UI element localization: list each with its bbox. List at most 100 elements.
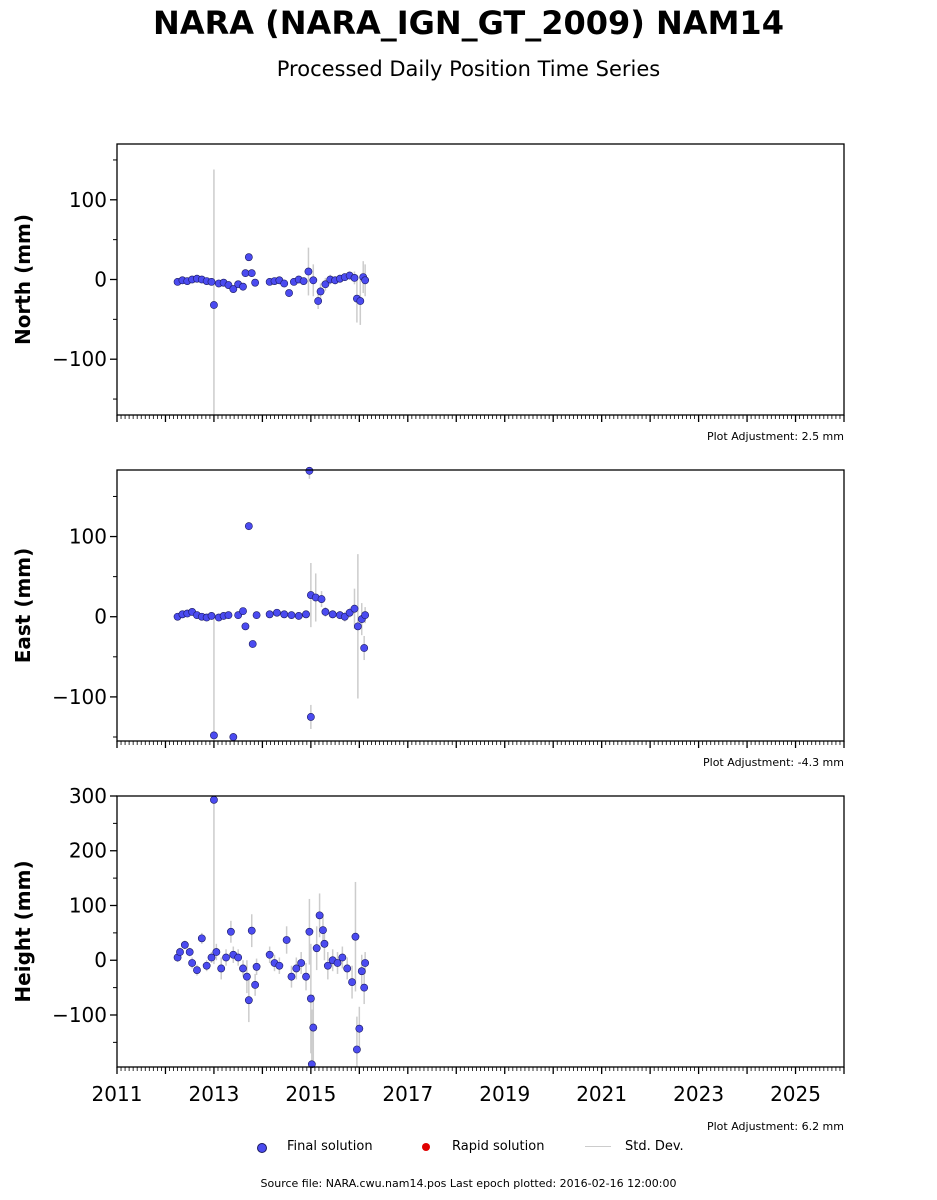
page-subtitle: Processed Daily Position Time Series [276,57,661,81]
x-tick-label: 2011 [92,1082,143,1106]
y-axis-label: Height (mm) [11,860,35,1002]
y-axis-label: East (mm) [11,548,35,664]
data-point [321,280,330,289]
data-point [292,964,301,973]
data-point [309,1023,318,1032]
data-point [355,1024,364,1033]
data-point [202,961,211,970]
data-point [294,612,303,620]
data-point [280,279,289,288]
y-tick-label: −100 [52,685,107,709]
std-line-icon [585,1146,611,1147]
y-tick-label: 0 [94,605,107,629]
data-point [328,610,337,619]
data-point [302,610,310,619]
data-point [176,948,184,956]
data-point [224,611,233,620]
data-point [241,622,250,631]
x-tick-label: 2015 [285,1082,336,1106]
data-point [353,622,362,631]
plot-adjustment-note: Plot Adjustment: -4.3 mm [703,756,844,769]
y-tick-label: −100 [52,347,107,371]
legend-std-label: Std. Dev. [625,1139,684,1154]
data-point [207,612,216,620]
data-point [321,608,330,616]
data-point [273,608,281,617]
data-point [210,795,218,804]
y-tick-label: 100 [69,188,107,212]
final-marker-icon [257,1143,267,1153]
data-point [287,972,296,981]
data-point [248,640,257,648]
page-title: NARA (NARA_IGN_GT_2009) NAM14 [153,4,784,42]
data-point [319,926,327,935]
data-point [280,610,289,619]
data-point [180,941,189,949]
y-axis-label: North (mm) [11,214,35,345]
data-point [193,966,201,974]
data-point [217,964,226,973]
data-point [222,953,230,962]
data-point [317,595,326,603]
data-point [304,267,313,276]
data-point [306,713,315,721]
data-point [244,996,253,1005]
data-point [197,934,206,943]
x-tick-label: 2019 [479,1082,530,1106]
rapid-marker-icon [422,1143,430,1151]
data-point [307,1060,316,1069]
y-tick-label: 0 [94,268,107,292]
data-point [210,301,218,309]
data-point [351,932,360,941]
data-point [185,948,194,956]
data-point [229,733,238,741]
y-tick-label: −100 [52,1003,107,1027]
data-point [239,964,247,973]
data-point [333,959,342,967]
y-tick-label: 100 [69,525,107,549]
legend-rapid-label: Rapid solution [452,1139,545,1154]
data-point [242,972,251,981]
data-point [309,276,318,285]
data-point [343,964,352,973]
axes-frame [116,469,845,742]
data-point [357,967,366,976]
data-point [207,953,216,962]
x-tick-label: 2023 [673,1082,724,1106]
source-footer: Source file: NARA.cwu.nam14.pos Last epo… [260,1177,677,1190]
data-point [360,644,369,652]
data-point [316,287,325,296]
data-point [229,285,238,293]
data-point [305,927,314,936]
data-point [239,607,247,616]
plot-adjustment-note: Plot Adjustment: 2.5 mm [707,430,844,443]
y-tick-label: 200 [69,839,107,863]
y-tick-label: 0 [94,948,107,972]
data-point [285,289,293,297]
data-point [361,959,370,967]
x-tick-label: 2021 [576,1082,627,1106]
data-point [314,297,323,305]
plot-adjustment-note: Plot Adjustment: 6.2 mm [707,1120,844,1133]
axes-frame [116,795,845,1068]
data-point [361,276,370,285]
data-point [265,610,274,619]
data-point [361,611,370,620]
data-point [247,269,256,278]
data-point [348,978,356,987]
x-tick-label: 2017 [382,1082,433,1106]
data-point [305,466,314,475]
x-tick-label: 2025 [770,1082,821,1106]
data-point [360,983,369,992]
data-point [315,911,324,920]
data-point [212,948,221,956]
data-point [306,994,315,1003]
data-point [210,731,218,740]
data-point [251,980,260,989]
data-point [353,1045,361,1054]
data-point [350,604,359,613]
data-point [252,962,261,971]
data-point [226,927,235,936]
y-tick-label: 100 [69,893,107,917]
data-point [252,611,261,620]
